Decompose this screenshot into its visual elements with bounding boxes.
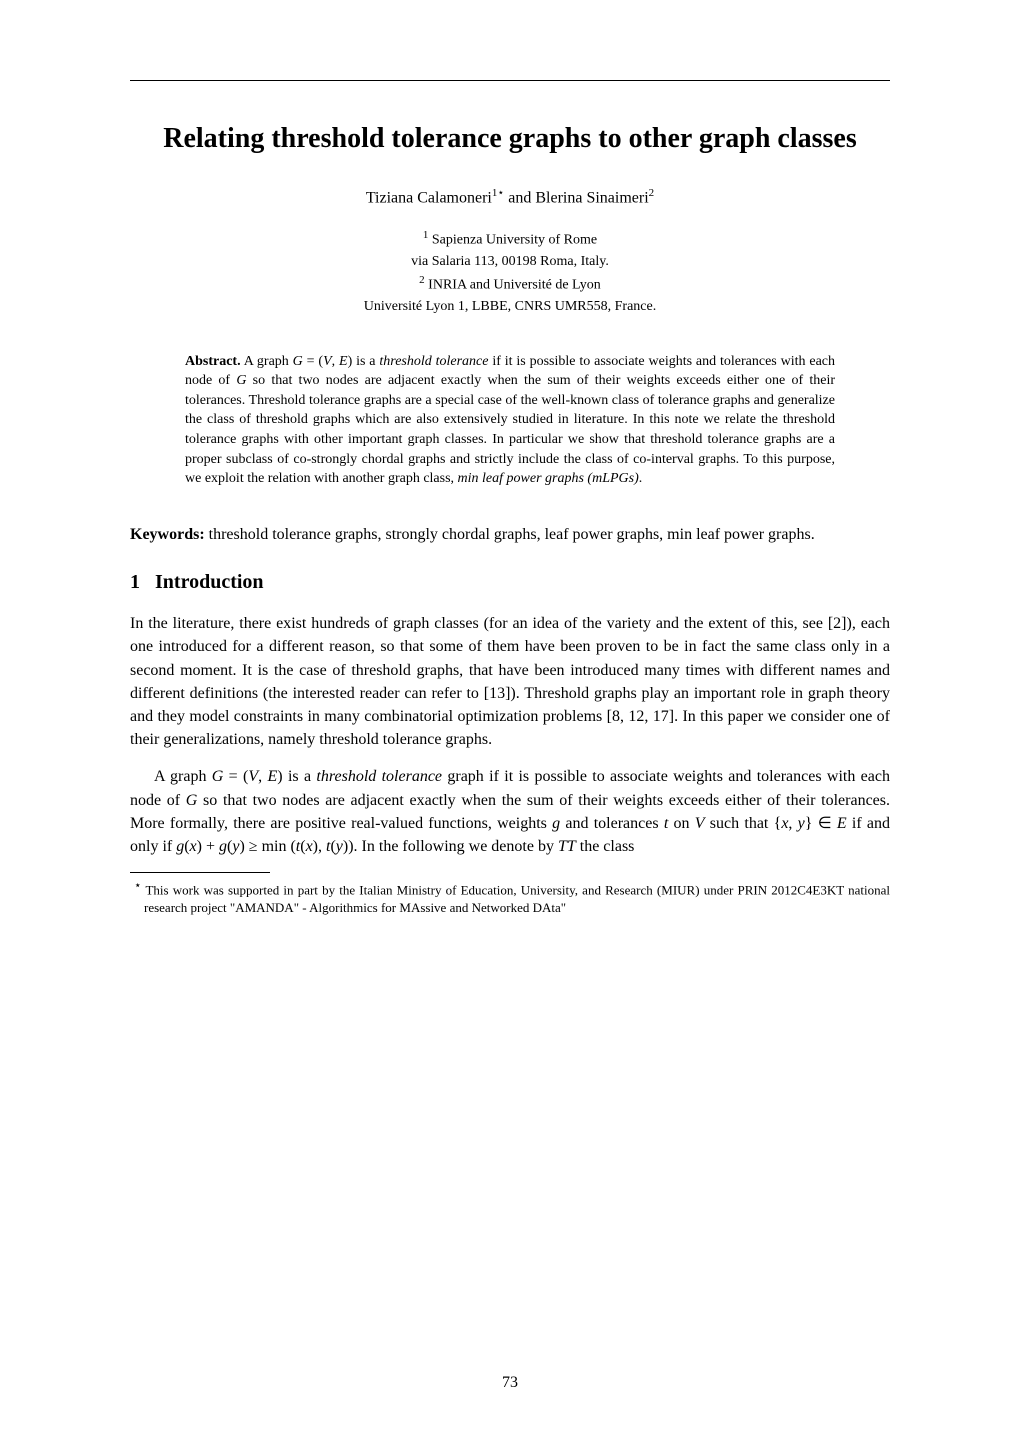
affil-2-line2: Université Lyon 1, LBBE, CNRS UMR558, Fr… [364,299,656,314]
affil-2-line1: INRIA and Université de Lyon [428,278,601,293]
keywords-label: Keywords: [130,526,205,543]
affil-1-line2: via Salaria 113, 00198 Roma, Italy. [411,254,609,269]
keywords-text: threshold tolerance graphs, strongly cho… [209,526,815,543]
page-title: Relating threshold tolerance graphs to o… [130,121,890,156]
abstract-block: Abstract. A graph G = (V, E) is a thresh… [185,352,835,489]
affil-1-sup: 1 [423,229,429,241]
footnote-text: This work was supported in part by the I… [144,882,890,915]
footnote: ⋆ This work was supported in part by the… [130,877,890,916]
section-number: 1 [130,571,140,593]
footnote-rule [130,872,270,873]
page-number: 73 [502,1374,518,1392]
paragraph-2: A graph G = (V, E) is a threshold tolera… [130,765,890,858]
section-heading: 1 Introduction [130,571,890,594]
section-title: Introduction [155,571,264,593]
top-rule [130,80,890,81]
abstract-label: Abstract. [185,354,241,369]
affiliations-block: 1 Sapienza University of Rome via Salari… [130,227,890,316]
affil-1-line1: Sapienza University of Rome [432,233,597,248]
footnote-star-icon: ⋆ [134,878,142,892]
affil-2-sup: 2 [419,274,425,286]
keywords-block: Keywords: threshold tolerance graphs, st… [130,524,890,546]
authors-line: Tiziana Calamoneri1⋆ and Blerina Sinaime… [130,186,890,207]
paragraph-1: In the literature, there exist hundreds … [130,612,890,751]
